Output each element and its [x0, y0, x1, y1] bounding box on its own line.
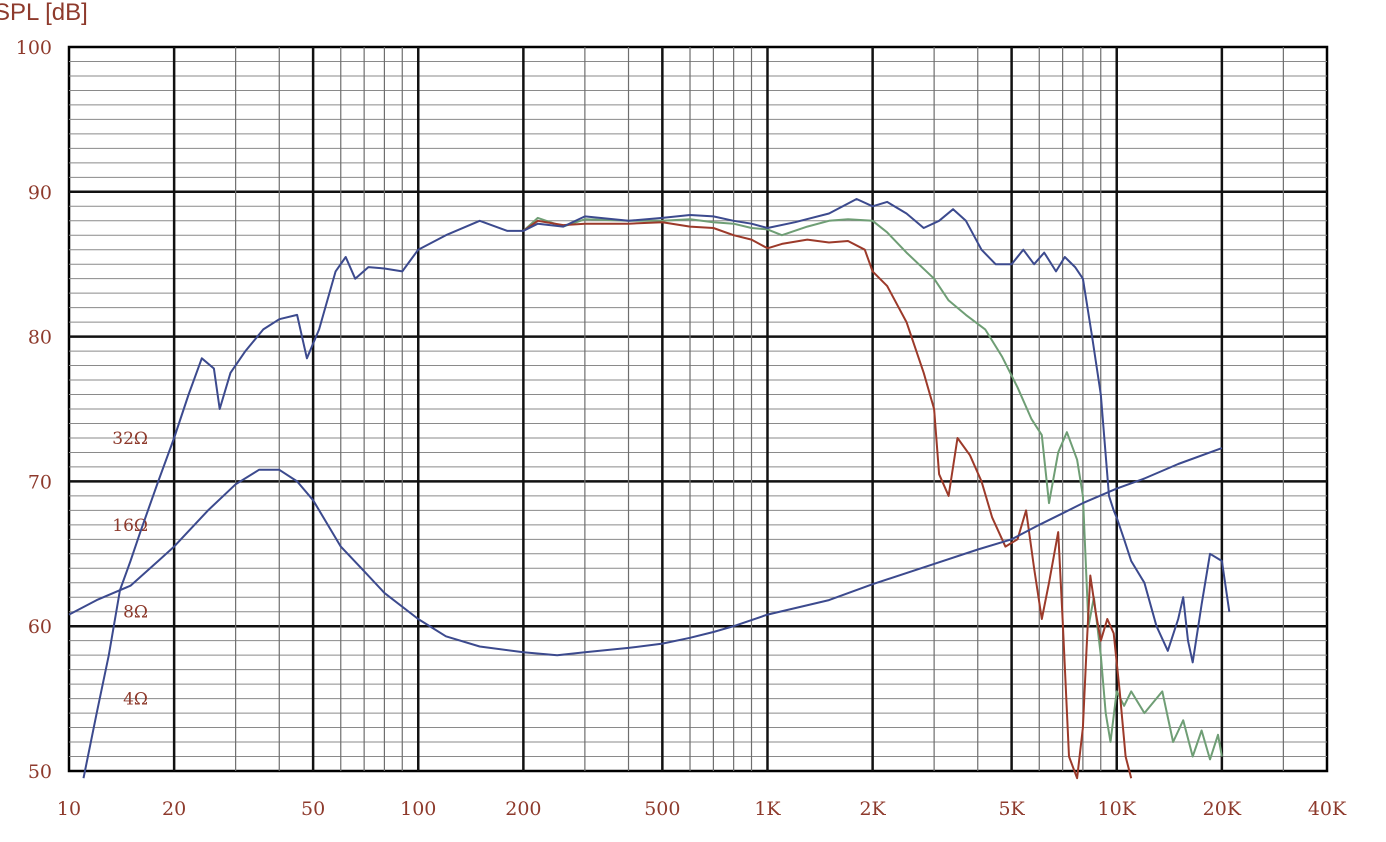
- impedance-label: 4Ω: [123, 690, 148, 710]
- series-line-4: [68, 447, 1223, 657]
- x-tick-label: 200: [505, 798, 541, 820]
- x-tick-label: 20: [162, 798, 186, 820]
- y-tick-label: 90: [28, 182, 52, 204]
- x-tick-label: 50: [301, 798, 325, 820]
- impedance-labels: 32Ω 16Ω 8Ω 4Ω: [112, 429, 148, 710]
- y-tick-label: 50: [28, 761, 52, 783]
- series-line-1: [522, 216, 1223, 761]
- x-tick-label: 10: [57, 798, 81, 820]
- x-tick-label: 1K: [754, 798, 781, 820]
- y-tick-label: 70: [28, 471, 52, 493]
- plot-grid: [67, 45, 1329, 773]
- series-line-3: [82, 198, 1231, 779]
- y-tick-label: 100: [16, 37, 52, 59]
- series-line-2: [522, 219, 1133, 780]
- impedance-label: 8Ω: [123, 603, 148, 623]
- series-lines: [68, 198, 1231, 780]
- x-tick-label: 10K: [1098, 798, 1137, 820]
- y-axis-title: SPL [dB]: [0, 0, 88, 26]
- impedance-label: 16Ω: [112, 516, 148, 536]
- x-tick-label: 5K: [998, 798, 1025, 820]
- y-tick-label: 80: [28, 327, 52, 349]
- x-tick-label: 20K: [1203, 798, 1242, 820]
- x-tick-label: 40K: [1308, 798, 1347, 820]
- x-tick-label: 100: [400, 798, 436, 820]
- x-tick-label: 2K: [859, 798, 886, 820]
- y-tick-label: 60: [28, 616, 52, 638]
- x-tick-labels: 10 20 50 100 200 500 1K 2K 5K 10K 20K 40K: [57, 798, 1347, 820]
- x-tick-label: 500: [644, 798, 680, 820]
- y-tick-labels: 100 90 80 70 60 50: [16, 37, 52, 783]
- impedance-label: 32Ω: [112, 429, 148, 449]
